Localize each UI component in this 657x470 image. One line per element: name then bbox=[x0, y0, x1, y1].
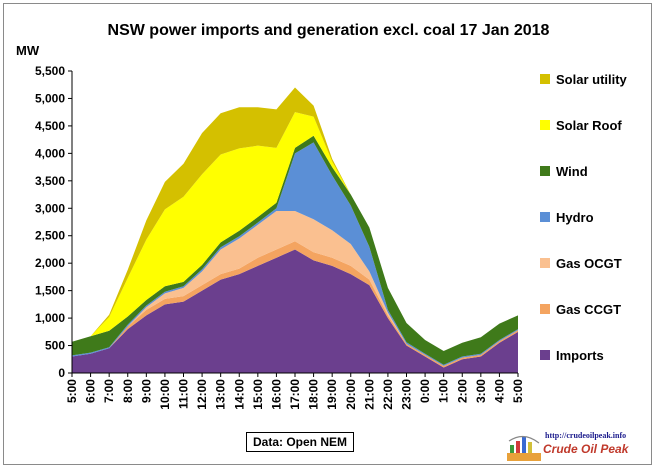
y-tick-label: 500 bbox=[45, 339, 65, 353]
y-tick-label: 1,000 bbox=[35, 311, 65, 325]
area-wind bbox=[72, 135, 518, 365]
x-tick-label: 16:00 bbox=[269, 379, 283, 410]
x-tick-label: 6:00 bbox=[84, 379, 98, 403]
x-tick-label: 8:00 bbox=[121, 379, 135, 403]
legend-swatch bbox=[540, 350, 550, 360]
x-tick-label: 4:00 bbox=[492, 379, 506, 403]
legend-swatch bbox=[540, 74, 550, 84]
legend-swatch bbox=[540, 212, 550, 222]
x-tick-label: 22:00 bbox=[381, 379, 395, 410]
area-hydro bbox=[72, 142, 518, 366]
y-tick-label: 2,500 bbox=[35, 229, 65, 243]
chart-title: NSW power imports and generation excl. c… bbox=[107, 22, 550, 39]
x-tick-label: 15:00 bbox=[251, 379, 265, 410]
x-tick-label: 0:00 bbox=[418, 379, 432, 403]
x-tick-label: 10:00 bbox=[158, 379, 172, 410]
logo-url: http://crudeoilpeak.info bbox=[545, 431, 627, 440]
legend-label: Hydro bbox=[556, 210, 594, 225]
y-axis-label: MW bbox=[16, 43, 40, 58]
legend: Solar utility Solar Roof Wind Hydro Gas OCGT… bbox=[540, 72, 628, 363]
axes: 0 500 1,000 1,500 2,000 2,500 3,000 3,500 4,000 4… bbox=[35, 64, 525, 410]
area-layers bbox=[72, 87, 518, 373]
x-tick-label: 17:00 bbox=[288, 379, 302, 410]
x-tick-label: 2:00 bbox=[455, 379, 469, 403]
x-tick-label: 12:00 bbox=[195, 379, 209, 410]
y-tick-label: 5,000 bbox=[35, 91, 65, 105]
x-tick-label: 9:00 bbox=[139, 379, 153, 403]
y-tick-label: 1,500 bbox=[35, 284, 65, 298]
legend-label: Wind bbox=[556, 164, 588, 179]
legend-label: Gas CCGT bbox=[556, 302, 621, 317]
y-tick-label: 5,500 bbox=[35, 64, 65, 78]
x-tick-label: 23:00 bbox=[400, 379, 414, 410]
legend-swatch bbox=[540, 166, 550, 176]
legend-label: Solar utility bbox=[556, 72, 628, 87]
x-tick-label: 14:00 bbox=[232, 379, 246, 410]
legend-label: Solar Roof bbox=[556, 118, 622, 133]
y-tick-label: 4,000 bbox=[35, 146, 65, 160]
y-tick-label: 4,500 bbox=[35, 119, 65, 133]
x-tick-label: 13:00 bbox=[214, 379, 228, 410]
x-tick-label: 20:00 bbox=[344, 379, 358, 410]
logo-name: Crude Oil Peak bbox=[543, 442, 629, 456]
y-tick-label: 3,500 bbox=[35, 174, 65, 188]
y-tick-label: 2,000 bbox=[35, 256, 65, 270]
legend-swatch bbox=[540, 258, 550, 268]
x-tick-label: 7:00 bbox=[102, 379, 116, 403]
legend-label: Gas OCGT bbox=[556, 256, 622, 271]
y-tick-label: 3,000 bbox=[35, 201, 65, 215]
x-tick-label: 3:00 bbox=[474, 379, 488, 403]
logo: http://crudeoilpeak.info Crude Oil Peak bbox=[505, 430, 645, 462]
area-imports bbox=[72, 249, 518, 373]
x-tick-label: 18:00 bbox=[307, 379, 321, 410]
x-tick-label: 5:00 bbox=[511, 379, 525, 403]
oil-derrick-icon bbox=[507, 435, 541, 461]
y-tick-label: 0 bbox=[58, 366, 65, 380]
legend-label: Imports bbox=[556, 348, 604, 363]
x-tick-label: 5:00 bbox=[65, 379, 79, 403]
x-tick-label: 21:00 bbox=[362, 379, 376, 410]
x-tick-label: 1:00 bbox=[437, 379, 451, 403]
area-gas-ccgt bbox=[72, 241, 518, 368]
legend-swatch bbox=[540, 120, 550, 130]
legend-swatch bbox=[540, 304, 550, 314]
x-tick-label: 19:00 bbox=[325, 379, 339, 410]
x-tick-label: 11:00 bbox=[177, 379, 191, 409]
area-solar-roof bbox=[72, 112, 518, 352]
source-note: Data: Open NEM bbox=[246, 432, 355, 452]
